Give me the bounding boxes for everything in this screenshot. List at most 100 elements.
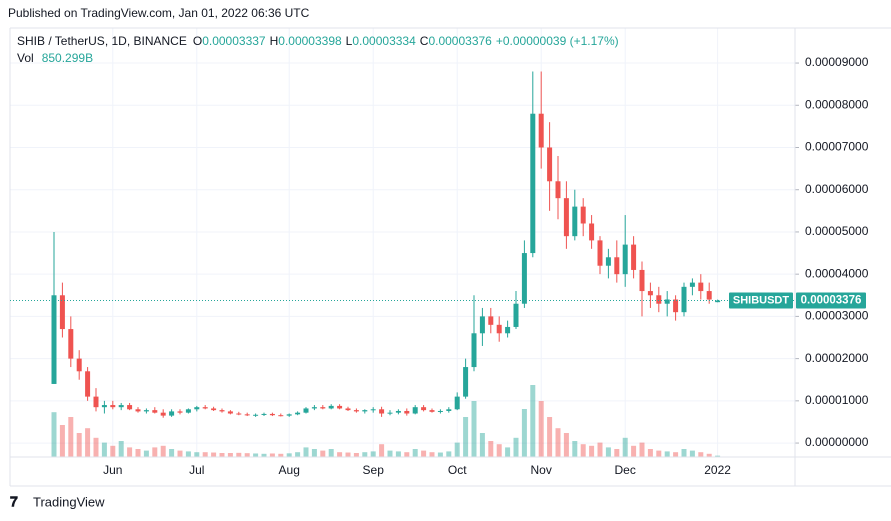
candle-body bbox=[286, 414, 292, 416]
volume-bar bbox=[614, 449, 620, 457]
candle-body bbox=[51, 295, 57, 384]
candle-body bbox=[572, 206, 578, 237]
candle-body bbox=[345, 408, 351, 411]
volume-bar bbox=[437, 452, 443, 457]
volume-bar bbox=[286, 453, 292, 457]
candle-body bbox=[101, 405, 107, 408]
volume-bar bbox=[370, 451, 376, 457]
volume-bar bbox=[715, 455, 721, 457]
volume-bar bbox=[589, 445, 595, 457]
candle-body bbox=[530, 113, 536, 254]
volume-legend: Vol 850.299B bbox=[17, 51, 93, 65]
candle-body bbox=[673, 299, 679, 313]
volume-bar bbox=[664, 451, 670, 457]
volume-bar bbox=[278, 453, 284, 457]
volume-bar bbox=[538, 401, 544, 457]
candle-body bbox=[76, 358, 82, 372]
candle-body bbox=[93, 396, 99, 408]
volume-bar bbox=[647, 449, 653, 457]
candles bbox=[51, 71, 721, 418]
volume-bar bbox=[488, 441, 494, 457]
candle-body bbox=[143, 410, 149, 412]
volume-bar bbox=[505, 447, 511, 457]
volume-bar bbox=[76, 433, 82, 457]
volume-legend-value: 850.299B bbox=[42, 51, 93, 65]
candle-body bbox=[631, 244, 637, 270]
candle-body bbox=[379, 409, 385, 414]
candle-body bbox=[639, 269, 645, 292]
candle-body bbox=[127, 405, 133, 410]
volume-bar bbox=[698, 452, 704, 457]
candle-body bbox=[227, 411, 233, 414]
volume-bar bbox=[412, 449, 418, 457]
x-tick-label: Oct bbox=[448, 463, 467, 477]
candle-body bbox=[261, 413, 267, 415]
volume-bar bbox=[68, 417, 74, 457]
candle-body bbox=[85, 371, 91, 397]
y-tick-label: 0.00003000 bbox=[805, 309, 869, 323]
candle-body bbox=[421, 407, 427, 411]
volume-bar bbox=[563, 433, 569, 457]
volume-bar bbox=[143, 450, 149, 457]
volume-bar bbox=[631, 445, 637, 457]
volume-bar bbox=[471, 401, 477, 457]
volume-bar bbox=[555, 428, 561, 457]
candle-body bbox=[362, 410, 368, 412]
candle-body bbox=[303, 408, 309, 413]
volume-bar bbox=[169, 449, 175, 457]
candle-body bbox=[555, 181, 561, 199]
volume-bar bbox=[479, 433, 485, 457]
volume-bar bbox=[185, 451, 191, 457]
x-tick-label: Dec bbox=[615, 463, 636, 477]
volume-bar bbox=[101, 442, 107, 457]
legend-l: L bbox=[346, 34, 353, 48]
volume-bar bbox=[93, 437, 99, 457]
volume-bar bbox=[118, 441, 124, 457]
candle-body bbox=[236, 413, 242, 415]
volume-bar bbox=[295, 452, 301, 457]
candle-body bbox=[337, 405, 343, 409]
volume-bar bbox=[219, 453, 225, 457]
volume-bar bbox=[244, 453, 250, 457]
volume-bar bbox=[673, 452, 679, 457]
candle-body bbox=[202, 407, 208, 409]
legend: SHIB / TetherUS, 1D, BINANCE O0.00003337 H… bbox=[17, 34, 619, 48]
y-tick-label: 0.00004000 bbox=[805, 266, 869, 280]
candle-body bbox=[244, 414, 250, 416]
volume-bar bbox=[160, 445, 166, 457]
candle-body bbox=[59, 295, 65, 330]
volume-bar bbox=[202, 452, 208, 457]
candle-body bbox=[68, 329, 74, 359]
candle-body bbox=[110, 405, 116, 408]
candle-body bbox=[614, 257, 620, 275]
candle-body bbox=[521, 253, 527, 304]
candle-body bbox=[664, 299, 670, 304]
volume-bar bbox=[337, 452, 343, 457]
candle-body bbox=[404, 410, 410, 414]
y-tick-label: 0.00006000 bbox=[805, 182, 869, 196]
candle-body bbox=[681, 286, 687, 313]
legend-symbol: SHIB / TetherUS, 1D, BINANCE bbox=[17, 34, 187, 48]
volume-bar bbox=[404, 452, 410, 457]
legend-high: 0.00003398 bbox=[278, 34, 342, 48]
volume-bar bbox=[152, 447, 158, 457]
legend-low: 0.00003334 bbox=[352, 34, 416, 48]
volume-bar bbox=[446, 451, 452, 457]
volume-pane bbox=[51, 385, 721, 457]
volume-bar bbox=[261, 453, 267, 457]
volume-bar bbox=[328, 449, 334, 457]
y-tick-label: 0.00005000 bbox=[805, 224, 869, 238]
candle-body bbox=[269, 413, 275, 416]
x-tick-label: Aug bbox=[279, 463, 300, 477]
volume-bar bbox=[311, 449, 317, 457]
candle-body bbox=[177, 411, 183, 413]
volume-bar bbox=[689, 450, 695, 457]
x-tick-label: Nov bbox=[531, 463, 552, 477]
candle-body bbox=[395, 410, 401, 413]
volume-bar bbox=[429, 452, 435, 457]
volume-bar bbox=[530, 385, 536, 457]
volume-bar bbox=[421, 450, 427, 457]
volume-bar bbox=[269, 453, 275, 457]
legend-c: C bbox=[420, 34, 429, 48]
volume-bar bbox=[605, 447, 611, 457]
